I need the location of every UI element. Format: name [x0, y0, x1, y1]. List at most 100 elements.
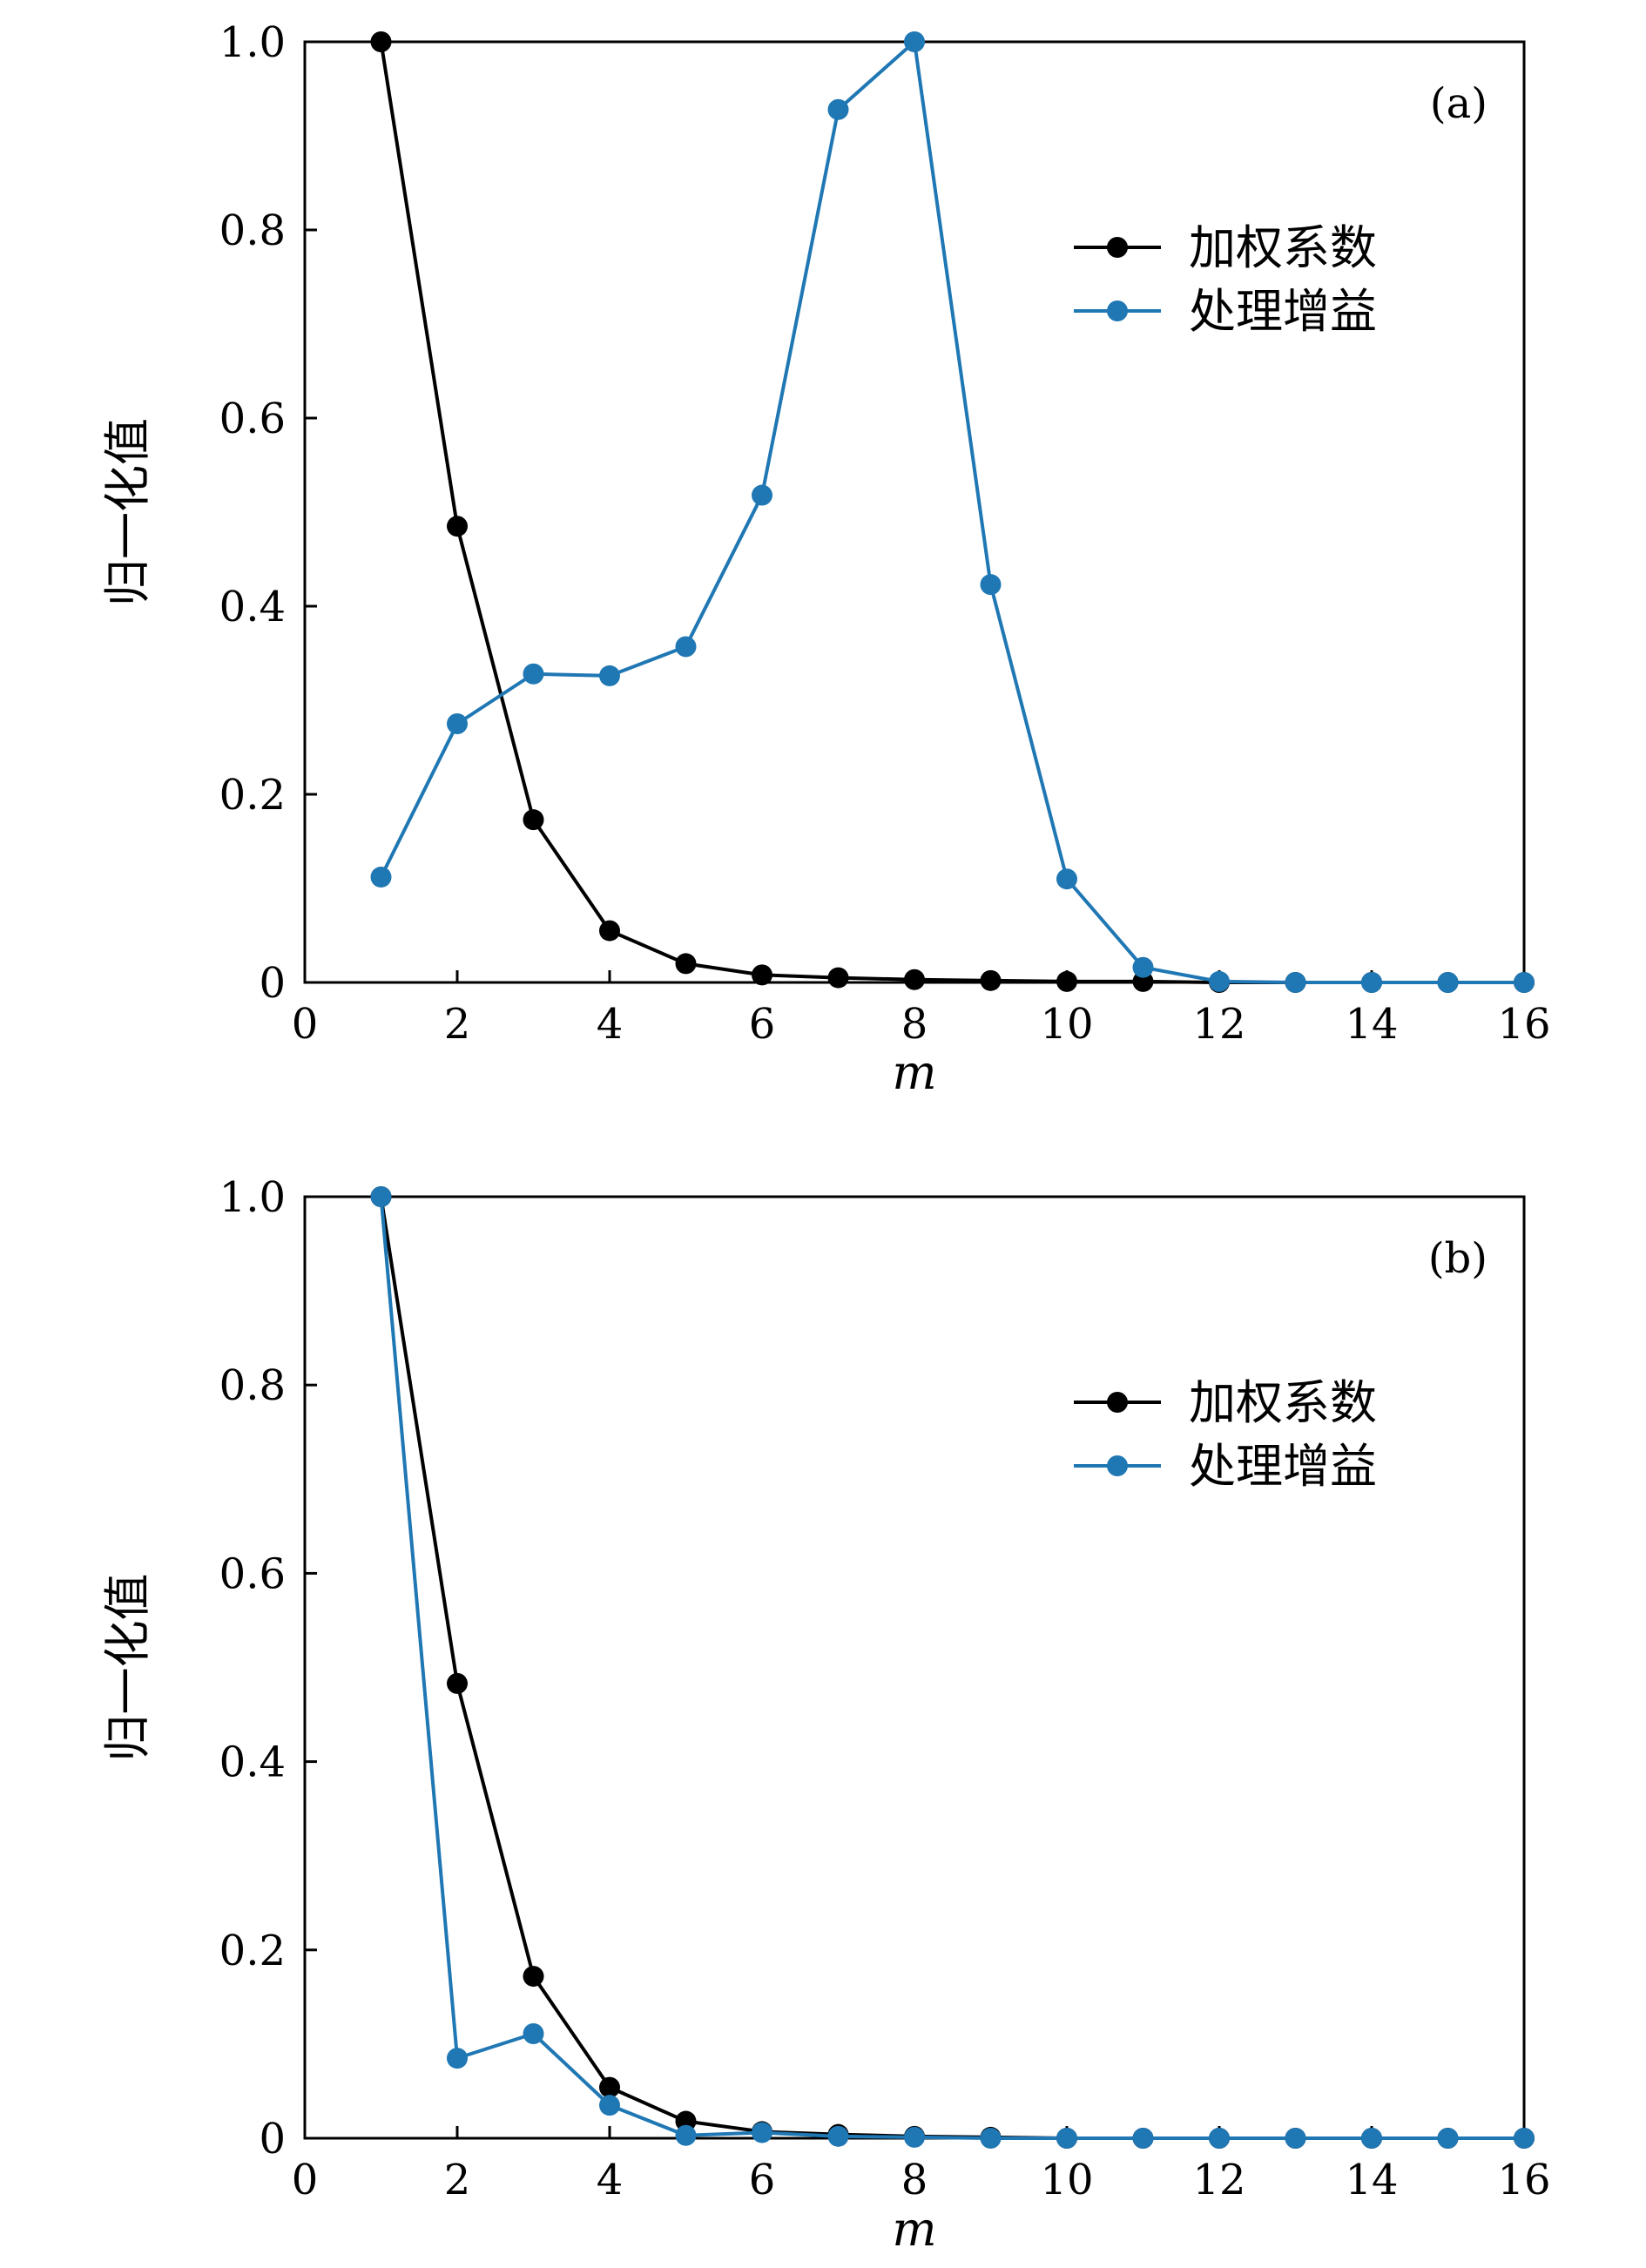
series-weight-coefficient: [370, 31, 1535, 993]
chart-panel-a: 0 2 4 6 8 10 12 14 16 0 0.2 0.4 0.6 0.8 1.0 m 归一化值 (a) 加权系…: [100, 18, 1551, 1100]
y-tick-label: 0: [259, 959, 286, 1008]
data-point: [523, 663, 544, 685]
legend-label: 处理增益: [1189, 1439, 1377, 1494]
series-processing-gain: [370, 31, 1535, 993]
data-point: [1514, 972, 1535, 993]
data-point: [1132, 2128, 1154, 2149]
y-tick-label: 0.4: [219, 1738, 286, 1787]
y-tick-label: 0.4: [219, 583, 286, 631]
x-tick-label: 14: [1345, 2156, 1398, 2204]
legend-marker: [1107, 237, 1128, 258]
legend-marker: [1107, 1392, 1128, 1413]
data-point: [675, 2124, 697, 2146]
data-point: [675, 953, 697, 975]
data-point: [1209, 2128, 1230, 2149]
series-line: [379, 40, 1524, 984]
data-point: [1285, 2128, 1306, 2149]
y-tick-label: 0.8: [219, 1361, 286, 1410]
x-tick-label: 10: [1040, 2156, 1093, 2204]
x-tick-label: 0: [292, 1000, 319, 1049]
data-point: [1437, 2128, 1459, 2149]
data-point: [1209, 970, 1230, 992]
data-point: [447, 713, 468, 734]
data-point: [370, 867, 392, 888]
data-point: [904, 31, 925, 52]
data-point: [523, 2023, 544, 2045]
data-point: [599, 2076, 620, 2098]
series-processing-gain: [370, 1186, 1535, 2149]
x-tick-label: 16: [1497, 2156, 1550, 2204]
y-axis-label: 归一化值: [100, 418, 155, 606]
x-tick-label: 10: [1040, 1000, 1093, 1049]
data-point: [1437, 972, 1459, 993]
data-point: [447, 1672, 468, 1694]
series-weight-coefficient: [370, 1186, 1535, 2149]
data-point: [752, 484, 772, 506]
chart-panel-b: 0 2 4 6 8 10 12 14 16 0 0.2 0.4 0.6 0.8 1.0 m 归一化值 (b) 加权系…: [100, 1173, 1551, 2257]
data-point: [599, 2095, 620, 2116]
x-tick-label: 8: [901, 1000, 928, 1049]
x-tick-label: 4: [597, 1000, 624, 1049]
data-point: [1056, 970, 1077, 992]
y-axis-label: 归一化值: [100, 1574, 155, 1762]
x-tick-label: 16: [1497, 1000, 1550, 1049]
y-tick-label: 0: [259, 2115, 286, 2163]
data-point: [980, 574, 1002, 596]
x-tick-label: 14: [1345, 1000, 1398, 1049]
data-point: [827, 98, 849, 120]
x-tick-label: 4: [597, 2156, 624, 2204]
legend-label: 处理增益: [1189, 284, 1377, 339]
x-tick-label: 6: [749, 1000, 776, 1049]
data-point: [523, 809, 544, 831]
x-tick-label: 0: [292, 2156, 319, 2204]
data-point: [904, 969, 925, 990]
x-tick-label: 12: [1192, 1000, 1245, 1049]
x-tick-label: 8: [901, 2156, 928, 2204]
data-point: [752, 964, 772, 986]
y-tick-label: 0.2: [219, 771, 286, 820]
data-point: [675, 636, 697, 658]
plot-frame: [303, 1195, 1526, 2140]
legend-label: 加权系数: [1189, 1375, 1377, 1430]
legend-marker: [1107, 300, 1128, 321]
data-point: [370, 31, 392, 52]
data-point: [1361, 2128, 1382, 2149]
y-tick-label: 0.6: [219, 1549, 286, 1598]
legend-label: 加权系数: [1189, 220, 1377, 275]
y-tick-label: 0.6: [219, 395, 286, 443]
data-point: [1056, 868, 1077, 890]
x-tick-label: 2: [444, 1000, 471, 1049]
data-point: [523, 1966, 544, 1988]
y-tick-label: 0.8: [219, 206, 286, 255]
data-point: [980, 2128, 1002, 2149]
data-point: [904, 2126, 925, 2148]
data-point: [980, 969, 1002, 991]
x-axis-label: m: [892, 1045, 936, 1100]
data-point: [827, 967, 849, 989]
data-point: [370, 1186, 392, 1207]
panel-label: (a): [1430, 79, 1487, 128]
x-tick-label: 2: [444, 2156, 471, 2204]
series-line: [379, 1196, 1524, 2140]
data-point: [447, 2048, 468, 2069]
plot-frame: [303, 40, 1526, 984]
y-tick-label: 1.0: [219, 1173, 286, 1222]
data-point: [599, 920, 620, 942]
data-point: [1361, 972, 1382, 993]
data-point: [752, 2122, 772, 2143]
data-point: [599, 665, 620, 686]
data-point: [447, 516, 468, 537]
legend-marker: [1107, 1455, 1128, 1476]
data-point: [1132, 956, 1154, 978]
series-line: [379, 41, 1524, 984]
data-point: [1514, 2128, 1535, 2149]
y-tick-label: 0.2: [219, 1927, 286, 1975]
data-point: [1285, 972, 1306, 993]
x-axis-label: m: [892, 2202, 936, 2257]
x-tick-label: 6: [749, 2156, 776, 2204]
series-line: [379, 1196, 1524, 2140]
